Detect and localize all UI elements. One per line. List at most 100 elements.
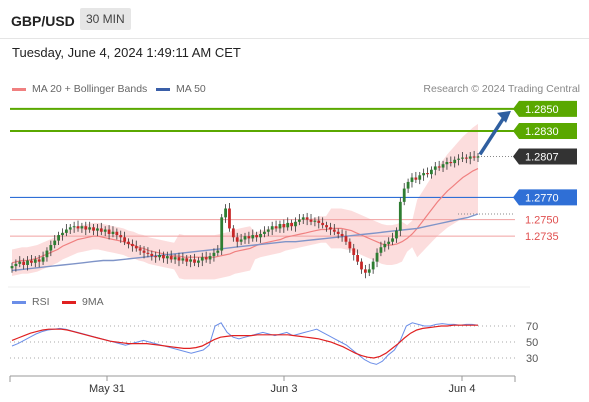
price-tag-1-2750: 1.2750	[525, 215, 559, 227]
rsi-swatch	[12, 300, 26, 304]
candle-body	[387, 241, 391, 244]
candle-body	[352, 248, 356, 255]
candle-body	[274, 226, 278, 229]
candle	[379, 241, 383, 257]
candle	[317, 216, 321, 229]
candle-body	[395, 230, 398, 239]
rsi-line	[11, 322, 479, 365]
candle-body	[224, 208, 227, 218]
candle-body	[99, 228, 103, 232]
candle-body	[150, 253, 154, 257]
candle-body	[146, 252, 150, 254]
candle-body	[457, 158, 460, 160]
candle	[239, 233, 243, 246]
forecast-arrow	[478, 114, 507, 156]
candle-body	[84, 226, 88, 230]
candle-body	[177, 257, 181, 261]
candle-body	[263, 231, 266, 234]
candle	[476, 153, 480, 162]
candle-body	[138, 248, 142, 251]
candle-body	[344, 236, 348, 242]
candle	[313, 217, 317, 227]
candle-body	[363, 269, 367, 273]
candle	[173, 253, 177, 264]
candle	[231, 225, 235, 242]
credit-text: Research © 2024 Trading Central	[423, 83, 580, 95]
candle	[387, 237, 391, 250]
candle	[165, 251, 169, 264]
candle-body	[30, 260, 33, 263]
candle-body	[325, 225, 328, 228]
price-tag-1-2735-label: 1.2735	[525, 231, 559, 243]
price-tag-1-2830-label: 1.2830	[525, 126, 559, 138]
candle	[68, 224, 72, 234]
legend-rsi: RSI	[12, 296, 50, 308]
candle-body	[468, 156, 472, 159]
candle-body	[340, 233, 344, 237]
candle	[414, 171, 418, 184]
candle-body	[371, 261, 375, 270]
candle	[162, 251, 165, 263]
candle	[472, 150, 476, 161]
candle	[464, 154, 468, 164]
candle	[274, 220, 278, 232]
candle-body	[426, 173, 429, 175]
candle-body	[297, 219, 301, 222]
candle	[169, 250, 173, 263]
candle-body	[123, 237, 127, 242]
candle	[26, 256, 29, 271]
candle	[329, 222, 332, 236]
candle-body	[294, 221, 297, 227]
candle-body	[239, 239, 243, 242]
ma9-swatch	[62, 300, 76, 304]
candle	[356, 249, 360, 265]
candle	[228, 202, 231, 232]
candle-body	[41, 257, 45, 262]
price-tag-pivot-1-2770-label: 1.2770	[525, 192, 559, 204]
candle	[433, 162, 437, 176]
price-tag-pivot-1-2770-bg	[513, 189, 577, 206]
candle-body	[278, 224, 282, 229]
candle	[453, 156, 457, 168]
candle	[119, 230, 123, 243]
candle	[297, 214, 301, 226]
candle	[371, 258, 375, 274]
candle-body	[430, 169, 433, 175]
candle	[332, 224, 336, 236]
candle-body	[379, 247, 383, 253]
interval-button[interactable]: 30 MIN	[80, 8, 131, 30]
candle	[418, 171, 422, 185]
candle-body	[321, 222, 325, 226]
candle	[181, 252, 185, 264]
candle-body	[22, 261, 26, 265]
candle-body	[189, 259, 193, 262]
candle	[398, 197, 402, 237]
candle	[224, 204, 227, 223]
candle-body	[80, 226, 84, 229]
price-tag-1-2830-bg	[513, 123, 577, 139]
candle	[99, 222, 103, 236]
candle	[410, 173, 414, 188]
candle-body	[290, 222, 293, 227]
candle	[247, 231, 251, 244]
candle-body	[282, 224, 286, 228]
price-tag-current-1-2807-label: 1.2807	[525, 151, 559, 163]
forecast-arrowhead	[497, 110, 511, 123]
candle-body	[231, 228, 235, 238]
candle	[185, 255, 189, 267]
legend-ma20: MA 20 + Bollinger Bands	[12, 83, 147, 95]
candle	[348, 238, 352, 253]
candle	[189, 255, 193, 268]
candle-body	[286, 222, 290, 228]
candle	[263, 226, 266, 238]
candle	[251, 229, 255, 242]
candles	[10, 150, 480, 279]
bollinger-band	[12, 123, 478, 280]
candle-body	[367, 269, 371, 273]
candle	[301, 214, 305, 224]
rsi-level-label-50: 50	[526, 337, 538, 349]
candle-body	[422, 173, 426, 176]
candle-body	[127, 241, 130, 244]
candle	[115, 228, 119, 240]
